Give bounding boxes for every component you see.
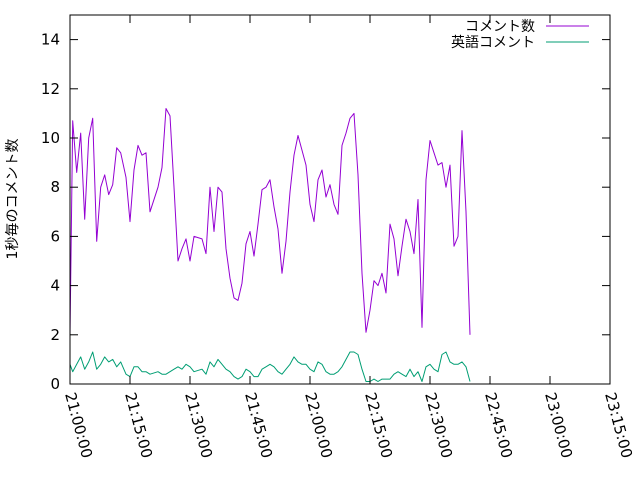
plot-border	[69, 14, 611, 385]
x-tick-label: 22:30:00	[421, 390, 456, 460]
x-tick-label: 21:15:00	[121, 390, 156, 460]
y-tick-label: 12	[41, 80, 60, 98]
x-tick-label: 23:00:00	[541, 390, 576, 460]
x-tick-label: 21:45:00	[241, 390, 276, 460]
y-tick-label: 4	[50, 277, 60, 295]
x-tick-label: 21:00:00	[61, 390, 96, 460]
y-tick-label: 2	[50, 326, 60, 344]
legend-label-1: 英語コメント	[451, 34, 535, 51]
series-line-1	[69, 351, 471, 382]
x-tick-label: 23:15:00	[601, 390, 636, 460]
y-axis-label: 1秒毎のコメント数	[5, 139, 21, 260]
x-tick-label: 21:30:00	[181, 390, 216, 460]
series-line-0	[69, 108, 471, 335]
y-tick-label: 10	[41, 129, 60, 147]
y-tick-label: 14	[41, 31, 60, 49]
series-layer	[69, 108, 471, 382]
y-tick-label: 0	[50, 375, 60, 393]
x-axis: 21:00:00 21:15:00 21:30:00 21:45:00 22:00:00…	[61, 15, 636, 460]
x-tick-label: 22:00:00	[301, 390, 336, 460]
y-tick-label: 8	[50, 178, 60, 196]
x-tick-label: 22:15:00	[361, 390, 396, 460]
legend-label-0: コメント数	[465, 19, 535, 35]
y-axis: 0 2 4 6 8 10 12 14	[41, 31, 610, 393]
x-tick-label: 22:45:00	[481, 390, 516, 460]
y-tick-label: 6	[50, 227, 60, 245]
